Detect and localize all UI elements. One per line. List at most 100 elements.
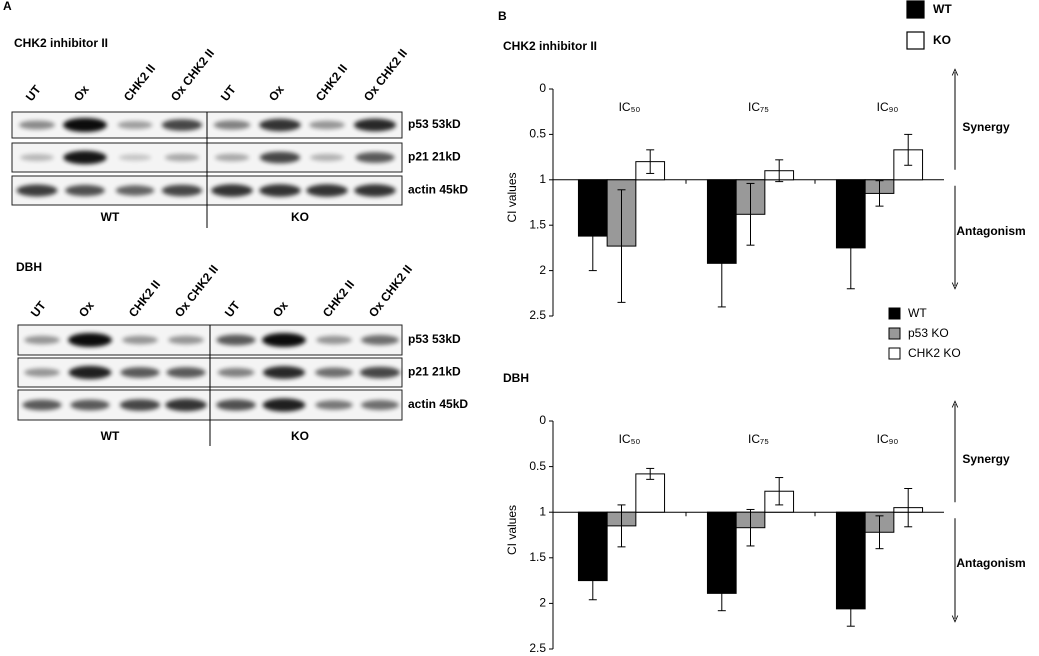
error-bar — [746, 182, 755, 246]
band — [259, 184, 301, 197]
band — [165, 398, 207, 412]
chart-title: CHK2 inhibitor II — [503, 39, 597, 53]
panel-label: A — [3, 0, 12, 13]
legend-label: WT — [908, 306, 927, 320]
band — [216, 399, 256, 411]
error-bar — [646, 467, 655, 480]
band — [117, 121, 153, 129]
legend-swatch — [906, 31, 925, 50]
error-bar — [875, 515, 884, 550]
legend-label: KO — [933, 33, 951, 47]
bar — [635, 473, 666, 513]
annotation: Synergy — [962, 120, 1010, 134]
band — [306, 184, 348, 197]
lane-label: Ox — [270, 298, 291, 319]
band — [309, 120, 345, 130]
legend-swatch — [888, 327, 901, 340]
error-bar — [846, 591, 855, 627]
band — [119, 399, 161, 411]
y-tick-label: 2.5 — [529, 641, 546, 655]
y-tick-label: 2 — [539, 263, 546, 277]
error-bar — [904, 133, 913, 166]
band — [68, 333, 112, 347]
error-bar — [775, 477, 784, 506]
band — [262, 333, 306, 347]
lane-label: Ox — [71, 82, 92, 103]
y-tick-label: 1.5 — [529, 550, 546, 564]
y-tick-label: 1 — [539, 172, 546, 186]
group-label: WT — [101, 210, 120, 224]
band — [68, 365, 112, 380]
band — [354, 184, 396, 197]
band — [316, 335, 352, 345]
lane-label: UT — [218, 82, 239, 104]
y-tick-label: 2 — [539, 596, 546, 610]
y-tick-label: 0 — [539, 81, 546, 95]
y-axis-label: CI values — [505, 505, 519, 555]
band — [161, 184, 203, 197]
lane-label: CHK2 II — [126, 278, 163, 320]
category-label: IC₉₀ — [877, 100, 899, 114]
legend-label: WT — [933, 2, 952, 16]
legend-swatch — [888, 307, 901, 320]
band — [18, 120, 56, 130]
category-label: IC₉₀ — [877, 432, 899, 446]
band — [115, 185, 155, 196]
band — [315, 400, 353, 410]
band — [164, 153, 200, 162]
group-label: KO — [291, 210, 309, 224]
band — [353, 118, 397, 132]
error-bar — [646, 149, 655, 174]
error-bar — [846, 206, 855, 290]
error-bar — [717, 219, 726, 308]
band — [262, 398, 306, 412]
error-bar — [588, 560, 597, 601]
y-axis-label: CI values — [505, 172, 519, 222]
band — [70, 399, 110, 411]
band — [22, 399, 62, 411]
category-label: IC₇₅ — [748, 432, 769, 446]
lane-label: CHK2 II — [313, 62, 350, 104]
row-label: actin 45kD — [408, 397, 468, 411]
lane-label: Ox — [266, 82, 287, 103]
lane-label: UT — [222, 298, 243, 320]
error-bar — [617, 189, 626, 303]
y-tick-label: 1.5 — [529, 217, 546, 231]
band — [20, 154, 54, 161]
band — [120, 367, 160, 378]
band — [217, 367, 255, 378]
band — [361, 400, 399, 410]
y-tick-label: 0.5 — [529, 459, 546, 473]
band — [216, 334, 256, 346]
y-tick-label: 2.5 — [529, 308, 546, 322]
category-label: IC₅₀ — [619, 432, 641, 446]
band — [122, 335, 158, 345]
lane-label: CHK2 II — [320, 278, 357, 320]
row-label: p53 53kD — [408, 332, 461, 346]
band — [310, 153, 344, 162]
lane-label: Ox CHK2 II — [366, 262, 415, 319]
lane-label: UT — [28, 298, 49, 320]
row-label: actin 45kD — [408, 183, 468, 197]
category-label: IC₅₀ — [619, 100, 641, 114]
row-label: p21 21kD — [408, 150, 461, 164]
band — [63, 150, 107, 165]
lane-label: UT — [23, 82, 44, 104]
error-bar — [875, 180, 884, 207]
band — [359, 366, 401, 379]
lane-label: Ox CHK2 II — [172, 262, 221, 319]
error-bar — [746, 508, 755, 547]
y-tick-label: 0 — [539, 413, 546, 427]
legend-swatch — [906, 0, 925, 19]
category-label: IC₇₅ — [748, 100, 769, 114]
legend-swatch — [888, 347, 901, 360]
band — [211, 184, 253, 197]
panel-label: B — [498, 9, 507, 23]
annotation: Antagonism — [956, 224, 1025, 238]
band — [118, 154, 152, 161]
band — [166, 367, 206, 378]
band — [315, 367, 353, 378]
group-label: WT — [101, 429, 120, 443]
band — [262, 366, 306, 379]
